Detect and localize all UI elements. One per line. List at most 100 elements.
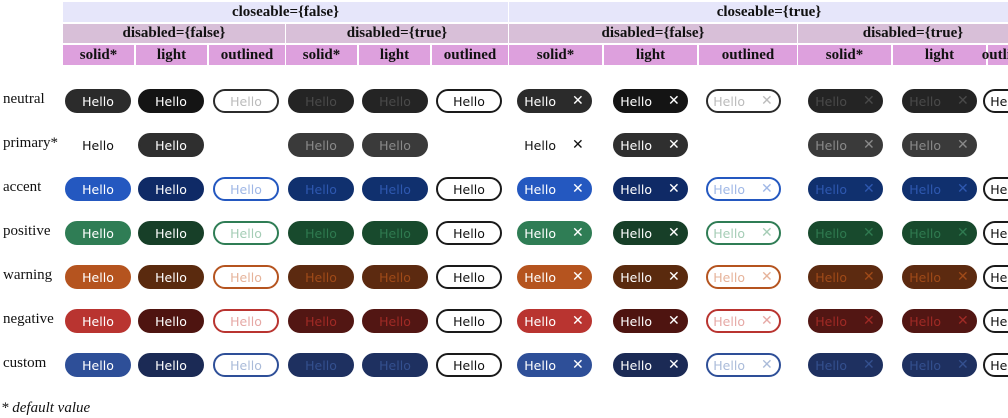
close-icon[interactable]: ✕ <box>571 269 584 285</box>
close-icon[interactable]: ✕ <box>571 357 584 373</box>
tag-primary-light-closeable[interactable]: Hello ✕ <box>612 133 688 157</box>
variant-header-0-0-2: outlined <box>209 45 285 65</box>
close-icon[interactable]: ✕ <box>571 225 584 241</box>
close-icon: ✕ <box>862 357 875 373</box>
tag-custom-outlined[interactable]: Hello <box>213 353 279 377</box>
close-icon[interactable]: ✕ <box>667 181 680 197</box>
tag-negative-outlined[interactable]: Hello <box>213 309 279 333</box>
close-icon[interactable]: ✕ <box>760 93 773 109</box>
tag-primary-light[interactable]: Hello <box>138 133 204 157</box>
tag-label: Hello <box>524 357 556 373</box>
tag-warning-solid[interactable]: Hello <box>65 265 131 289</box>
close-icon[interactable]: ✕ <box>667 225 680 241</box>
tag-neutral-solid-closeable[interactable]: Hello ✕ <box>516 89 592 113</box>
tag-primary-light-disabled-closeable: Hello ✕ <box>901 133 977 157</box>
tag-accent-outlined[interactable]: Hello <box>213 177 279 201</box>
close-icon[interactable]: ✕ <box>760 357 773 373</box>
variant-header-0-1-2: outlined <box>432 45 508 65</box>
tag-label: Hello <box>453 357 485 373</box>
tag-positive-outlined-disabled: Hello <box>436 221 502 245</box>
tag-primary-light-disabled: Hello <box>362 133 428 157</box>
row-label-primary: primary* <box>3 135 58 151</box>
tag-label: Hello <box>230 313 262 329</box>
tag-custom-solid[interactable]: Hello <box>65 353 131 377</box>
row-label-positive: positive <box>3 223 51 239</box>
close-icon[interactable]: ✕ <box>571 181 584 197</box>
tag-label: Hello <box>155 93 187 109</box>
close-icon[interactable]: ✕ <box>667 269 680 285</box>
tag-label: Hello <box>155 137 187 153</box>
tag-warning-solid-closeable[interactable]: Hello ✕ <box>516 265 592 289</box>
tag-accent-solid-disabled: Hello <box>288 177 354 201</box>
close-icon[interactable]: ✕ <box>760 313 773 329</box>
close-icon[interactable]: ✕ <box>667 357 680 373</box>
variant-header-0-1-0: solid* <box>286 45 357 65</box>
tag-custom-light[interactable]: Hello <box>138 353 204 377</box>
close-icon: ✕ <box>956 357 969 373</box>
tag-neutral-outlined-disabled: Hello <box>436 89 502 113</box>
tag-label: Hello <box>620 93 652 109</box>
tag-positive-outlined-closeable[interactable]: Hello ✕ <box>705 221 781 245</box>
tag-label: Hello <box>909 357 941 373</box>
tag-primary-solid[interactable]: Hello <box>65 133 131 157</box>
tag-negative-outlined-closeable[interactable]: Hello ✕ <box>705 309 781 333</box>
tag-neutral-solid[interactable]: Hello <box>65 89 131 113</box>
close-icon[interactable]: ✕ <box>571 137 584 153</box>
close-icon[interactable]: ✕ <box>667 137 680 153</box>
close-icon: ✕ <box>956 313 969 329</box>
tag-neutral-light[interactable]: Hello <box>138 89 204 113</box>
close-icon[interactable]: ✕ <box>667 93 680 109</box>
tag-label: Hello <box>379 269 411 285</box>
tag-label: Hello <box>815 181 847 197</box>
tag-accent-light-disabled-closeable: Hello ✕ <box>901 177 977 201</box>
close-icon: ✕ <box>862 93 875 109</box>
close-icon[interactable]: ✕ <box>760 225 773 241</box>
tag-negative-light[interactable]: Hello <box>138 309 204 333</box>
tag-neutral-outlined-closeable[interactable]: Hello ✕ <box>705 89 781 113</box>
tag-primary-solid-closeable[interactable]: Hello ✕ <box>517 133 592 157</box>
close-icon[interactable]: ✕ <box>571 93 584 109</box>
tag-accent-solid-closeable[interactable]: Hello ✕ <box>516 177 592 201</box>
tag-negative-solid-closeable[interactable]: Hello ✕ <box>516 309 592 333</box>
tag-positive-light-closeable[interactable]: Hello ✕ <box>612 221 688 245</box>
tag-positive-solid-closeable[interactable]: Hello ✕ <box>516 221 592 245</box>
close-icon[interactable]: ✕ <box>571 313 584 329</box>
tag-warning-outlined[interactable]: Hello <box>213 265 279 289</box>
tag-accent-solid[interactable]: Hello <box>65 177 131 201</box>
close-icon[interactable]: ✕ <box>667 313 680 329</box>
tag-neutral-light-disabled: Hello <box>362 89 428 113</box>
closeable-header-0: closeable={false} <box>63 2 508 22</box>
tag-warning-light-closeable[interactable]: Hello ✕ <box>612 265 688 289</box>
tag-label: Hello <box>990 181 1008 197</box>
close-icon: ✕ <box>956 93 969 109</box>
default-value-footnote: * default value <box>1 400 91 416</box>
tag-label: Hello <box>379 313 411 329</box>
tag-accent-outlined-closeable[interactable]: Hello ✕ <box>705 177 781 201</box>
tag-custom-light-closeable[interactable]: Hello ✕ <box>612 353 688 377</box>
tag-neutral-outlined[interactable]: Hello <box>213 89 279 113</box>
tag-label: Hello <box>909 181 941 197</box>
tag-positive-light[interactable]: Hello <box>138 221 204 245</box>
variant-header-1-1-2: outlined <box>982 45 1008 65</box>
tag-negative-solid[interactable]: Hello <box>65 309 131 333</box>
tag-accent-light[interactable]: Hello <box>138 177 204 201</box>
tag-accent-light-closeable[interactable]: Hello ✕ <box>612 177 688 201</box>
tag-custom-solid-disabled: Hello <box>288 353 354 377</box>
close-icon[interactable]: ✕ <box>760 181 773 197</box>
tag-accent-solid-disabled-closeable: Hello ✕ <box>807 177 883 201</box>
tag-custom-solid-closeable[interactable]: Hello ✕ <box>516 353 592 377</box>
tag-custom-outlined-closeable[interactable]: Hello ✕ <box>705 353 781 377</box>
tag-positive-outlined[interactable]: Hello <box>213 221 279 245</box>
tag-label: Hello <box>230 357 262 373</box>
tag-warning-light[interactable]: Hello <box>138 265 204 289</box>
tag-positive-solid[interactable]: Hello <box>65 221 131 245</box>
close-icon: ✕ <box>956 181 969 197</box>
tag-negative-light-closeable[interactable]: Hello ✕ <box>612 309 688 333</box>
close-icon[interactable]: ✕ <box>760 269 773 285</box>
tag-label: Hello <box>815 313 847 329</box>
tag-label: Hello <box>815 225 847 241</box>
tag-warning-outlined-closeable[interactable]: Hello ✕ <box>705 265 781 289</box>
tag-label: Hello <box>82 93 114 109</box>
tag-neutral-light-closeable[interactable]: Hello ✕ <box>612 89 688 113</box>
